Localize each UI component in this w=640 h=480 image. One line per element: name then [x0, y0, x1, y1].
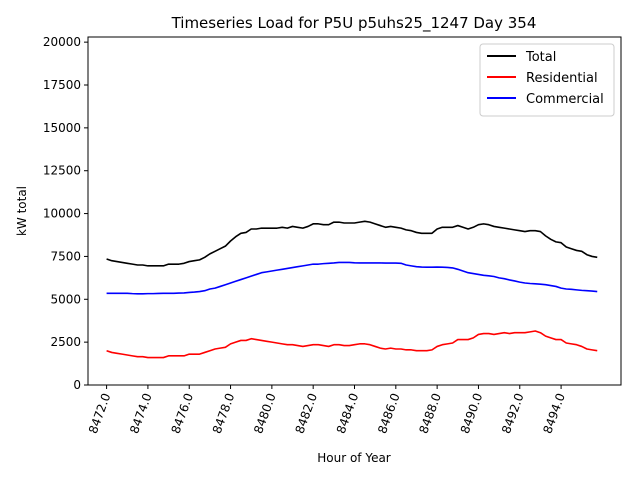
- chart-title: Timeseries Load for P5U p5uhs25_1247 Day…: [171, 14, 537, 33]
- series-line-commercial: [106, 261, 598, 295]
- legend: Total Residential Commercial: [479, 43, 615, 117]
- series-line-residential: [106, 330, 598, 359]
- x-tick-label: 8482.0: [292, 391, 320, 435]
- x-tick-label: 8474.0: [127, 391, 155, 435]
- legend-label-residential: Residential: [526, 71, 598, 86]
- x-tick-label: 8494.0: [540, 391, 568, 435]
- x-tick-label: 8476.0: [169, 391, 197, 435]
- legend-label-commercial: Commercial: [526, 92, 604, 107]
- y-tick-label: 17500: [43, 78, 81, 92]
- y-tick-label: 7500: [50, 249, 81, 263]
- x-tick-label: 8484.0: [334, 391, 362, 435]
- y-axis-label: kW total: [15, 186, 29, 236]
- x-tick-label: 8488.0: [416, 391, 444, 435]
- y-tick-label: 5000: [50, 292, 81, 306]
- series-layer: [106, 220, 598, 359]
- x-tick-label: 8478.0: [210, 391, 238, 435]
- y-tick-label: 10000: [43, 207, 81, 221]
- legend-label-total: Total: [525, 50, 556, 65]
- x-tick-label: 8472.0: [86, 391, 114, 435]
- y-tick-label: 2500: [50, 335, 81, 349]
- y-tick-label: 15000: [43, 121, 81, 135]
- x-tick-label: 8492.0: [499, 391, 527, 435]
- series-line-total: [106, 220, 598, 267]
- x-tick-label: 8490.0: [458, 391, 486, 435]
- y-tick-label: 12500: [43, 164, 81, 178]
- y-tick-label: 0: [73, 378, 81, 392]
- x-axis-label: Hour of Year: [317, 451, 391, 465]
- x-axis: 8472.0 8474.0 8476.0 8478.0 8480.0 8482.0 8484…: [86, 385, 568, 435]
- y-axis: 0 2500 5000 7500 10000 12500 15000 17500 20000: [43, 35, 88, 392]
- y-tick-label: 20000: [43, 35, 81, 49]
- x-tick-label: 8486.0: [375, 391, 403, 435]
- x-tick-label: 8480.0: [251, 391, 279, 435]
